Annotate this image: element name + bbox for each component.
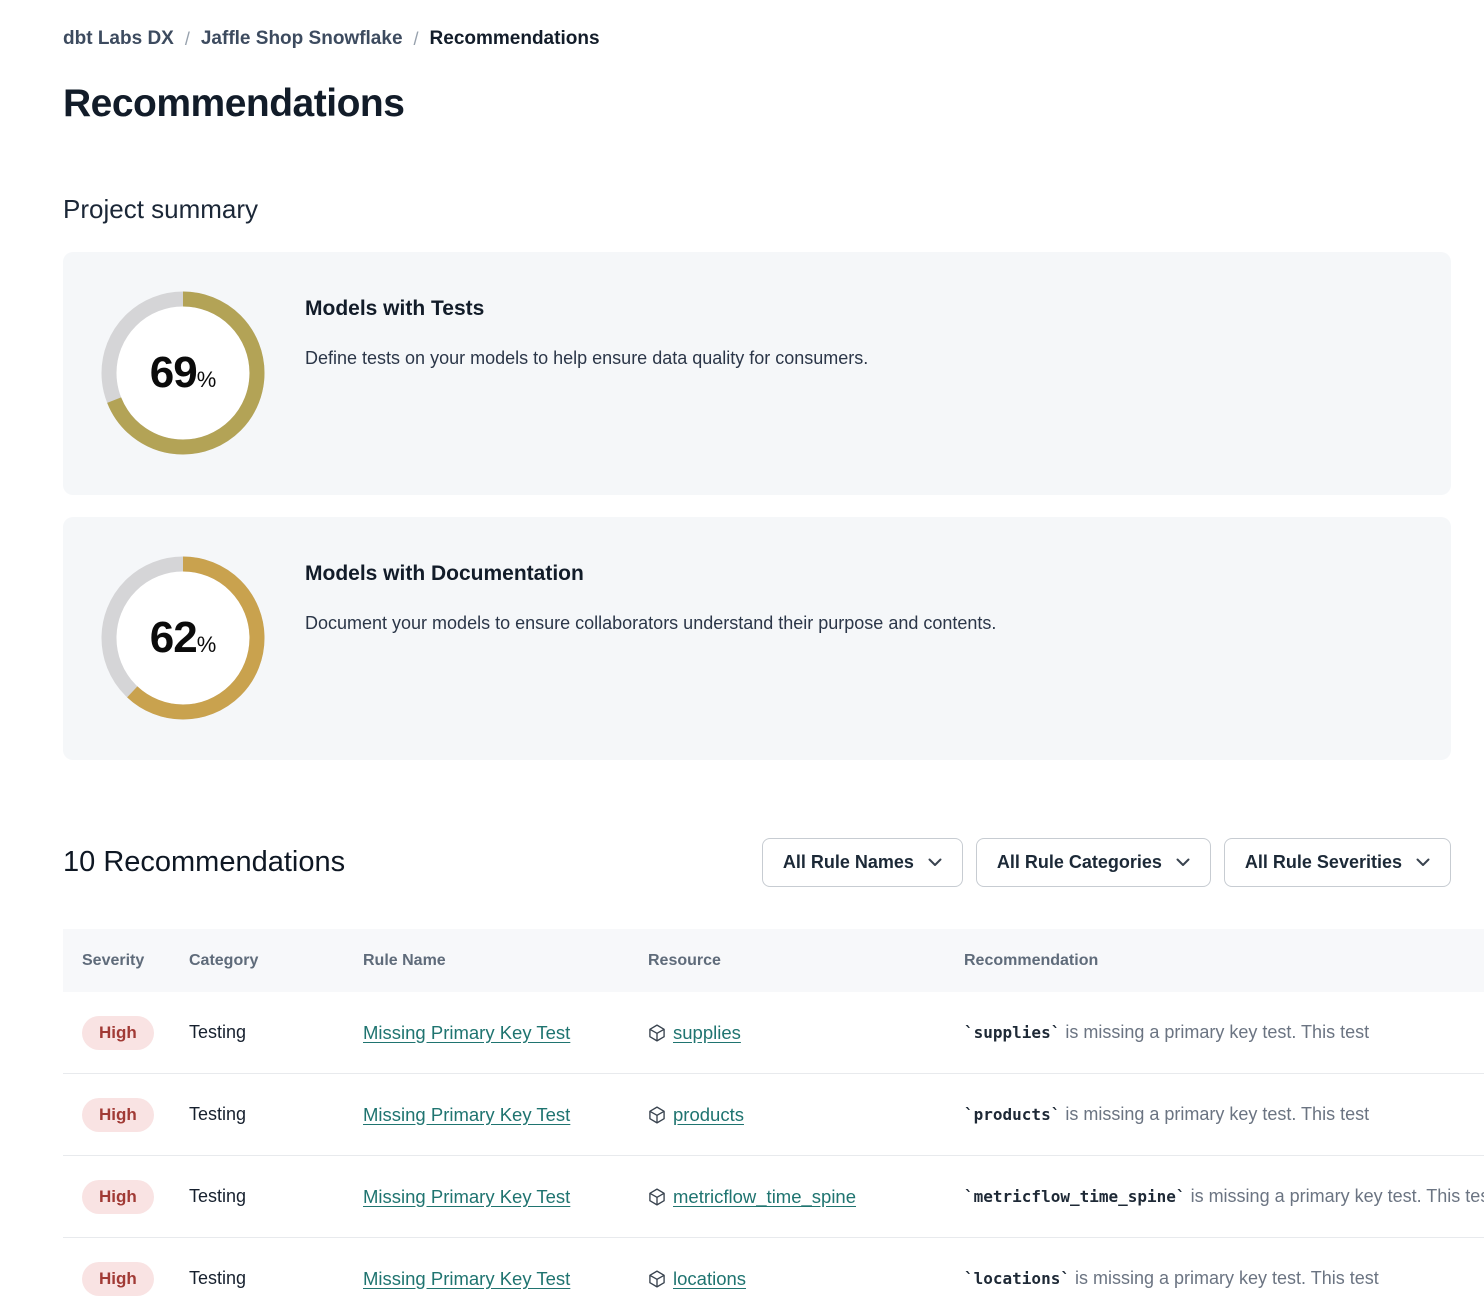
- breadcrumb-separator: /: [184, 28, 190, 49]
- filter-rule-severities-dropdown[interactable]: All Rule Severities: [1223, 838, 1451, 887]
- recommendations-count-heading: 10 Recommendations: [63, 846, 346, 878]
- breadcrumb: dbt Labs DX / Jaffle Shop Snowflake / Re…: [63, 28, 1484, 50]
- resource-link[interactable]: metricflow_time_spine: [673, 1185, 857, 1207]
- recommendation-code: `locations`: [964, 1269, 1070, 1288]
- summary-card-description: Define tests on your models to help ensu…: [305, 348, 869, 368]
- column-header-rule-name: Rule Name: [363, 951, 446, 969]
- recommendation-code: `metricflow_time_spine`: [964, 1187, 1186, 1206]
- donut-percent-label: 62%: [100, 555, 266, 721]
- model-cube-icon: [648, 1187, 666, 1206]
- table-row: High Testing Missing Primary Key Test pr…: [63, 1074, 1484, 1156]
- filter-rule-names-label: All Rule Names: [782, 852, 914, 872]
- filter-rule-categories-dropdown[interactable]: All Rule Categories: [975, 838, 1211, 887]
- table-row: High Testing Missing Primary Key Test me…: [63, 1156, 1484, 1238]
- filter-rule-severities-label: All Rule Severities: [1244, 852, 1402, 872]
- severity-badge: High: [82, 1179, 154, 1214]
- summary-card: 62% Models with Documentation Document y…: [63, 517, 1451, 760]
- column-header-recommendation: Recommendation: [964, 951, 1099, 969]
- summary-card-body: Models with Documentation Document your …: [305, 562, 996, 634]
- summary-card-body: Models with Tests Define tests on your m…: [305, 297, 868, 369]
- breadcrumb-separator: /: [413, 28, 419, 49]
- category-cell: Testing: [189, 1022, 247, 1042]
- model-cube-icon: [648, 1023, 666, 1042]
- page-title: Recommendations: [63, 82, 405, 125]
- rule-name-link[interactable]: Missing Primary Key Test: [363, 1021, 571, 1043]
- column-header-resource: Resource: [648, 951, 721, 969]
- chevron-down-icon: [1416, 858, 1430, 867]
- recommendation-code: `supplies`: [964, 1023, 1061, 1042]
- recommendations-table: Severity Category Rule Name Resource Rec…: [63, 929, 1484, 1316]
- filter-rule-names-dropdown[interactable]: All Rule Names: [761, 838, 963, 887]
- rule-name-link[interactable]: Missing Primary Key Test: [363, 1103, 571, 1125]
- summary-card-title: Models with Documentation: [305, 562, 584, 585]
- resource-link[interactable]: locations: [673, 1267, 747, 1289]
- table-body: High Testing Missing Primary Key Test su…: [63, 992, 1484, 1316]
- column-header-category: Category: [189, 951, 259, 969]
- table-header-row: Severity Category Rule Name Resource Rec…: [63, 929, 1484, 992]
- rule-name-link[interactable]: Missing Primary Key Test: [363, 1267, 571, 1289]
- donut-chart: 62%: [100, 555, 266, 721]
- breadcrumb-item-project[interactable]: Jaffle Shop Snowflake: [200, 28, 403, 49]
- project-summary-heading: Project summary: [63, 194, 259, 224]
- severity-badge: High: [82, 1097, 154, 1132]
- summary-card-description: Document your models to ensure collabora…: [305, 613, 997, 633]
- breadcrumb-item-account[interactable]: dbt Labs DX: [63, 28, 174, 49]
- chevron-down-icon: [1176, 858, 1190, 867]
- rule-name-link[interactable]: Missing Primary Key Test: [363, 1185, 571, 1207]
- column-header-severity: Severity: [82, 951, 145, 969]
- percent-sign: %: [196, 632, 217, 657]
- recommendation-text: is missing a primary key test. This test: [1069, 1268, 1379, 1288]
- resource-link[interactable]: supplies: [673, 1021, 741, 1043]
- severity-badge: High: [82, 1261, 154, 1296]
- donut-chart: 69%: [100, 290, 266, 456]
- model-cube-icon: [648, 1105, 666, 1124]
- recommendation-text: is missing a primary key test. This test: [1185, 1186, 1484, 1206]
- chevron-down-icon: [928, 858, 942, 867]
- severity-badge: High: [82, 1015, 154, 1050]
- filter-bar: All Rule Names All Rule Categories All R…: [761, 838, 1451, 887]
- table-row: High Testing Missing Primary Key Test su…: [63, 992, 1484, 1074]
- percent-value: 69: [149, 348, 198, 397]
- recommendations-header: 10 Recommendations All Rule Names All Ru…: [63, 838, 1451, 887]
- resource-link[interactable]: products: [673, 1103, 744, 1125]
- summary-cards: 69% Models with Tests Define tests on yo…: [63, 252, 1484, 760]
- filter-rule-categories-label: All Rule Categories: [996, 852, 1162, 872]
- percent-sign: %: [196, 367, 217, 392]
- percent-value: 62: [149, 613, 198, 662]
- category-cell: Testing: [189, 1268, 247, 1288]
- breadcrumb-item-current: Recommendations: [429, 28, 600, 49]
- table-row: High Testing Missing Primary Key Test lo…: [63, 1238, 1484, 1316]
- recommendation-text: is missing a primary key test. This test: [1060, 1104, 1370, 1124]
- summary-card: 69% Models with Tests Define tests on yo…: [63, 252, 1451, 495]
- category-cell: Testing: [189, 1186, 247, 1206]
- recommendation-code: `products`: [964, 1105, 1061, 1124]
- recommendation-text: is missing a primary key test. This test: [1060, 1022, 1370, 1042]
- donut-percent-label: 69%: [100, 290, 266, 456]
- model-cube-icon: [648, 1269, 666, 1288]
- category-cell: Testing: [189, 1104, 247, 1124]
- summary-card-title: Models with Tests: [305, 297, 485, 320]
